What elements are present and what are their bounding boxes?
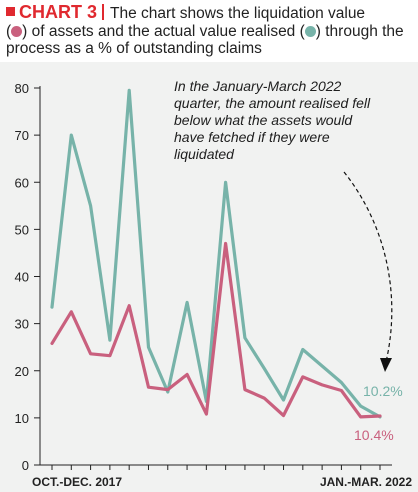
y-axis: 0 10 20 30 40 50 60 70 80 (15, 81, 41, 473)
header-line3: process as a % of outstanding claims (6, 40, 262, 57)
y-tick-label: 50 (15, 222, 29, 237)
header-line1: The chart shows the liquidation value (110, 5, 366, 22)
x-tick-label-first: OCT.-DEC. 2017 (32, 475, 122, 489)
realised-legend-dot (304, 25, 316, 37)
y-tick-label: 40 (15, 270, 29, 285)
header-line2c: ) through the (315, 22, 404, 40)
end-labels: 10.2% 10.4% (354, 383, 403, 443)
header-divider (102, 4, 105, 20)
annotation-arrow-head (380, 358, 392, 372)
liquidation-end-label: 10.4% (354, 427, 394, 443)
header-line2a: ( (6, 22, 12, 40)
header-line2b: ) of assets and the actual value realise… (22, 22, 305, 40)
liquidation-legend-dot (11, 25, 23, 37)
header-square-marker (6, 7, 15, 16)
y-tick-label: 80 (15, 81, 29, 96)
x-tick-label-last: JAN.-MAR. 2022 (320, 475, 412, 489)
chart-panel: 0 10 20 30 40 50 60 70 80 OCT.-DEC. 2017 JAN.-MAR… (0, 62, 418, 492)
realised-end-label: 10.2% (363, 383, 403, 399)
y-tick-label: 60 (15, 175, 29, 190)
liquidation-line (50, 241, 382, 419)
series-lines (50, 88, 382, 419)
y-tick-label: 0 (22, 458, 29, 473)
y-tick-label: 70 (15, 128, 29, 143)
x-axis: OCT.-DEC. 2017 JAN.-MAR. 2022 (32, 464, 412, 489)
chart-label: CHART 3 (19, 2, 98, 22)
y-tick-label: 20 (15, 364, 29, 379)
annotation-arrow (343, 171, 393, 363)
y-tick-label: 30 (15, 317, 29, 332)
realised-line (50, 88, 382, 419)
y-tick-label: 10 (15, 411, 29, 426)
line-chart: 0 10 20 30 40 50 60 70 80 OCT.-DEC. 2017 JAN.-MAR… (15, 81, 413, 489)
chart-header: CHART 3 The chart shows the liquidation v… (6, 2, 414, 58)
chart-annotation: In the January-March 2022 quarter, the a… (174, 78, 371, 162)
